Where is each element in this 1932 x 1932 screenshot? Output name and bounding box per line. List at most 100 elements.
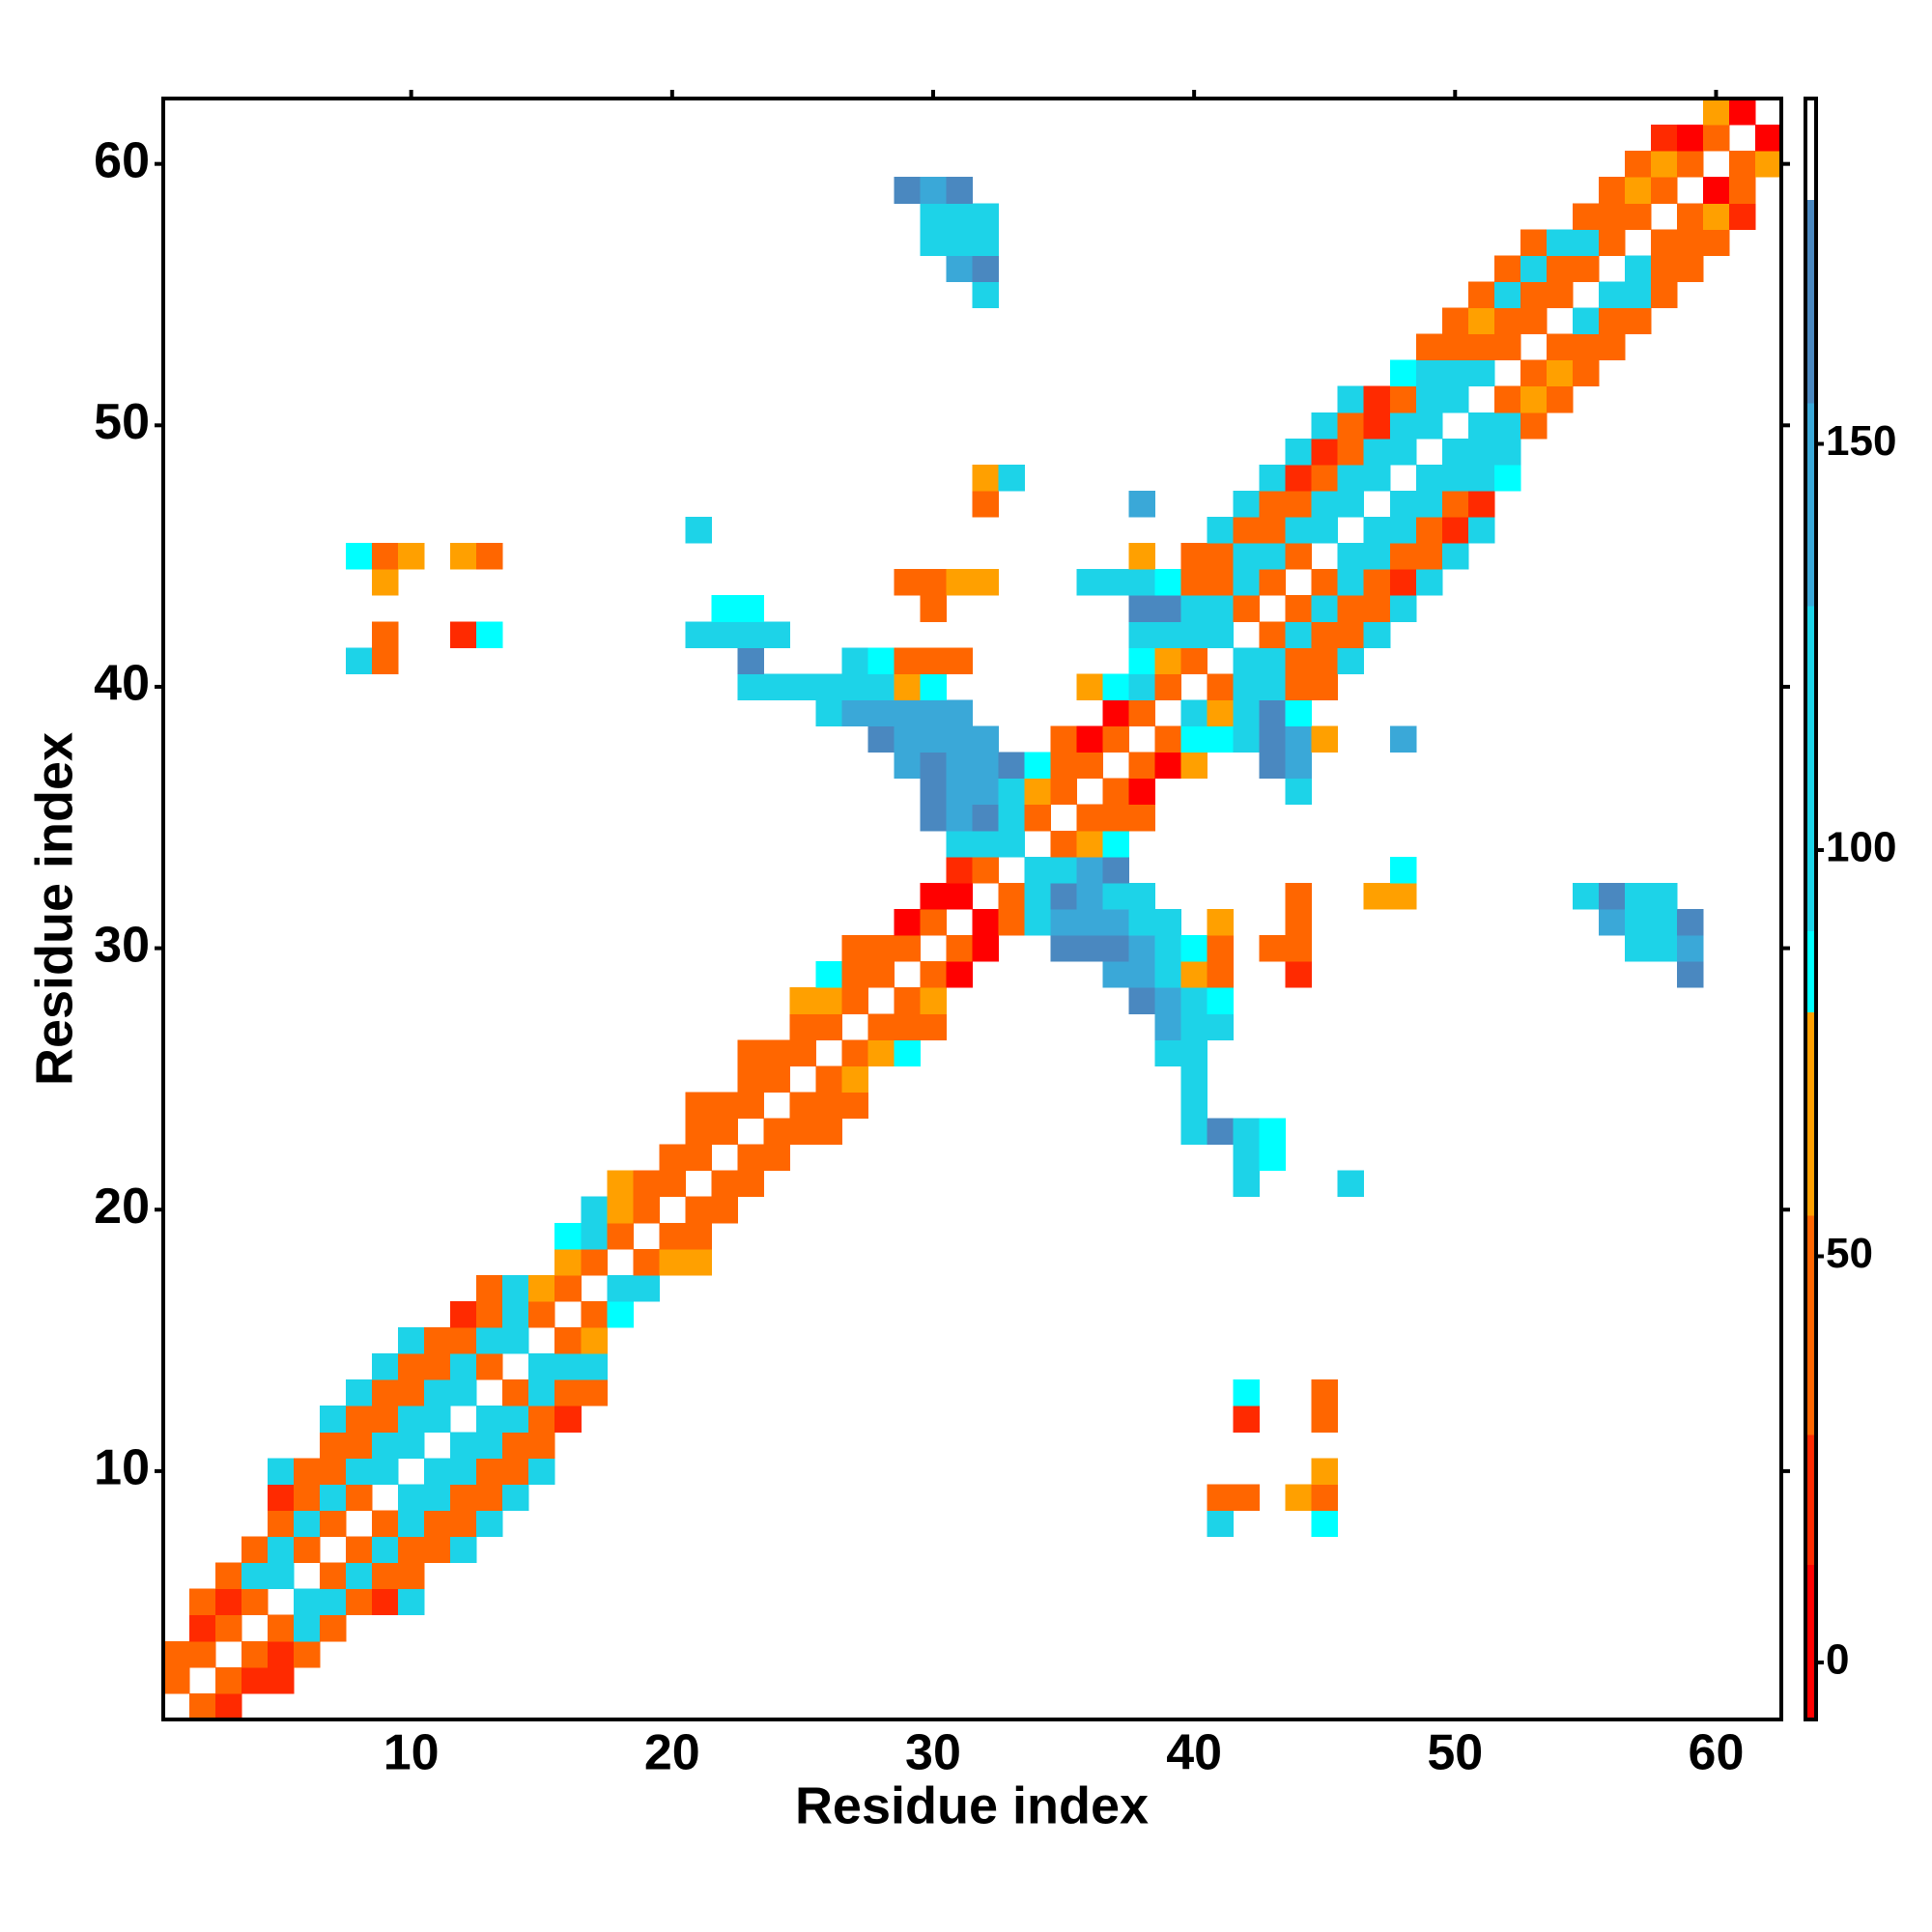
- heatmap-cell: [242, 1536, 269, 1564]
- heatmap-cell: [1311, 1484, 1339, 1511]
- heatmap-cell: [398, 1510, 425, 1538]
- heatmap-cell: [1024, 752, 1052, 780]
- heatmap-cell: [424, 1510, 451, 1538]
- heatmap-cell: [946, 804, 973, 832]
- heatmap-cell: [894, 909, 921, 936]
- heatmap-cell: [1285, 595, 1313, 622]
- heatmap-cell: [685, 1118, 712, 1146]
- heatmap-cell: [242, 1588, 269, 1616]
- heatmap-cell: [294, 1588, 321, 1616]
- heatmap-cell: [789, 1118, 816, 1146]
- heatmap-cell: [1311, 438, 1339, 466]
- heatmap-cell: [1259, 647, 1287, 674]
- heatmap-cell: [1572, 882, 1600, 910]
- colorbar-tick-label: 50: [1826, 1230, 1873, 1277]
- heatmap-cell: [1102, 961, 1130, 988]
- heatmap-cell: [1154, 673, 1182, 700]
- heatmap-cell: [1233, 595, 1261, 622]
- heatmap-cell: [1207, 1484, 1235, 1511]
- heatmap-cell: [1363, 621, 1391, 648]
- heatmap-cell: [1207, 569, 1235, 596]
- colorbar-band: [1805, 606, 1816, 932]
- x-axis-title: Residue index: [795, 1776, 1149, 1834]
- heatmap-cell: [1363, 412, 1391, 440]
- heatmap-cell: [607, 1274, 634, 1302]
- y-tick-label: 30: [94, 917, 150, 973]
- heatmap-cell: [163, 1666, 190, 1694]
- heatmap-cell: [1650, 151, 1678, 178]
- heatmap-cell: [1493, 385, 1521, 413]
- heatmap-cell: [1050, 856, 1078, 884]
- heatmap-cell: [294, 1510, 321, 1538]
- heatmap-cell: [1285, 673, 1313, 700]
- axes: 10 20 30 40 50 60 10 20 30 40 50 60: [94, 90, 1790, 1781]
- heatmap-cell: [1676, 151, 1704, 178]
- heatmap-cell: [1311, 621, 1339, 648]
- heatmap-cell: [1337, 385, 1365, 413]
- heatmap-cell: [1363, 385, 1391, 413]
- heatmap-cell: [320, 1588, 347, 1616]
- heatmap-cell: [1102, 804, 1130, 832]
- heatmap-cell: [1546, 281, 1574, 309]
- heatmap-cell: [633, 1170, 660, 1198]
- heatmap-cell: [920, 752, 947, 780]
- heatmap-cell: [1180, 752, 1208, 780]
- heatmap-cell: [1493, 307, 1521, 335]
- heatmap-cell: [972, 203, 1000, 230]
- heatmap-cell: [476, 1458, 503, 1485]
- heatmap-cell: [737, 647, 764, 674]
- heatmap-cell: [1389, 517, 1417, 544]
- heatmap-cell: [920, 987, 947, 1014]
- heatmap-cell: [1311, 647, 1339, 674]
- heatmap-cell: [1076, 673, 1104, 700]
- heatmap-cell: [789, 1092, 816, 1120]
- heatmap-cell: [659, 1170, 686, 1198]
- heatmap-cell: [581, 1379, 608, 1406]
- heatmap-cell: [1311, 517, 1339, 544]
- heatmap-cell: [1441, 307, 1469, 335]
- colorbar-band: [1805, 1435, 1816, 1566]
- heatmap-cell: [1415, 543, 1443, 570]
- heatmap-cell: [998, 464, 1026, 492]
- heatmap-cell: [1676, 909, 1704, 936]
- heatmap-cell: [1337, 490, 1365, 518]
- heatmap-cell: [528, 1406, 555, 1433]
- y-tick-label: 60: [94, 132, 150, 188]
- heatmap-cell: [841, 673, 868, 700]
- heatmap-cell: [659, 1248, 686, 1276]
- heatmap-cell: [1102, 778, 1130, 806]
- heatmap-cell: [1467, 281, 1495, 309]
- heatmap-cell: [841, 1039, 868, 1066]
- heatmap-cell: [920, 595, 947, 622]
- heatmap-cell: [1389, 412, 1417, 440]
- heatmap-cell: [398, 543, 425, 570]
- heatmap-cell: [920, 569, 947, 596]
- heatmap-cell: [1728, 203, 1756, 230]
- heatmap-cell: [1337, 621, 1365, 648]
- heatmap-cell: [972, 909, 1000, 936]
- heatmap-cell: [1624, 935, 1652, 962]
- heatmap-cell: [1154, 752, 1182, 780]
- heatmap-cell: [1233, 725, 1261, 753]
- heatmap-cell: [1546, 359, 1574, 387]
- heatmap-cell: [581, 1222, 608, 1250]
- heatmap-cell: [1728, 177, 1756, 204]
- heatmap-cell: [1311, 1406, 1339, 1433]
- heatmap-cell: [1259, 490, 1287, 518]
- heatmap-cell: [1154, 621, 1182, 648]
- heatmap-cell: [1180, 699, 1208, 727]
- heatmap-cell: [294, 1640, 321, 1668]
- heatmap-cell: [867, 725, 895, 753]
- heatmap-cell: [841, 935, 868, 962]
- heatmap-cell: [450, 1353, 477, 1380]
- heatmap-cell: [894, 647, 921, 674]
- heatmap-cell: [398, 1379, 425, 1406]
- heatmap-cell: [1102, 569, 1130, 596]
- heatmap-cell: [1285, 1484, 1313, 1511]
- heatmap-cell: [1233, 699, 1261, 727]
- heatmap-cell: [1415, 359, 1443, 387]
- heatmap-cell: [1024, 804, 1052, 832]
- heatmap-cell: [1520, 255, 1548, 282]
- heatmap-cell: [1467, 359, 1495, 387]
